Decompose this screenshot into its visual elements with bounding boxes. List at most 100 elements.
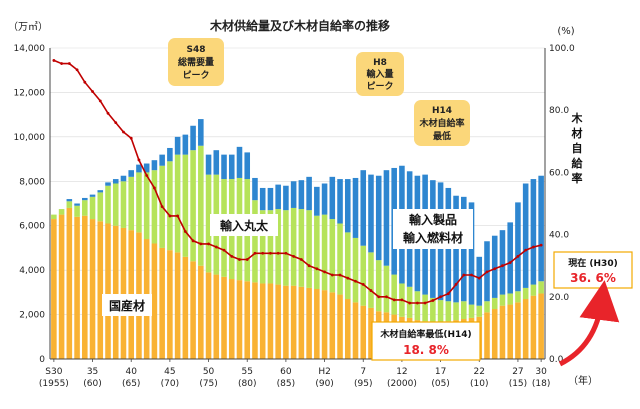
self-sufficiency-point — [245, 258, 249, 261]
bar-kokusanzai — [221, 276, 227, 359]
bar-kokusanzai — [228, 279, 235, 359]
bar-yunyu-maruta — [476, 305, 483, 317]
x-tick-sublabel: (90) — [315, 379, 333, 389]
bar-yunyu-maruta — [391, 274, 397, 315]
x-tick-label: 50 — [203, 367, 215, 377]
annotation-h8-line3: ピーク — [366, 80, 393, 92]
self-sufficiency-point — [338, 273, 342, 277]
bar-kokusanzai — [182, 256, 189, 359]
bar-yunyu-maruta — [97, 192, 104, 222]
x-tick-sublabel: (2000) — [387, 379, 417, 389]
bar-yunyu-seihin — [159, 154, 165, 166]
bar-yunyu-maruta — [515, 291, 521, 303]
label-yunyu-maruta-text: 輸入丸太 — [220, 218, 269, 233]
self-sufficiency-point — [346, 276, 350, 280]
bar-yunyu-seihin — [198, 119, 204, 146]
bar-yunyu-maruta — [499, 294, 506, 306]
bar-yunyu-seihin — [221, 154, 227, 180]
bar-kokusanzai — [515, 302, 521, 359]
x-tick-sublabel: (18) — [532, 379, 550, 389]
bar-kokusanzai — [530, 295, 537, 359]
bar-yunyu-seihin — [383, 170, 390, 266]
bar-kokusanzai — [491, 309, 498, 359]
bar-yunyu-seihin — [105, 182, 111, 186]
self-sufficiency-point — [307, 264, 311, 268]
annotation-h8-line2: 輸入量 — [366, 68, 393, 80]
self-sufficiency-point — [493, 267, 497, 271]
bar-yunyu-seihin — [290, 181, 297, 208]
bar-yunyu-maruta — [414, 291, 421, 321]
current-rate-value: 36. 6% — [570, 271, 616, 285]
bar-yunyu-maruta — [344, 232, 351, 300]
bar-kokusanzai — [290, 285, 297, 359]
y-left-tick-label: 4,000 — [19, 266, 45, 276]
y-left-tick-label: 0 — [39, 355, 45, 365]
label-yunyu-seihin-line1: 輸入製品 — [409, 212, 457, 227]
x-tick-label: 7 — [360, 367, 366, 377]
bar-yunyu-seihin — [515, 202, 521, 292]
self-sufficiency-point — [168, 214, 172, 218]
annotation-s48-line1: S48 — [186, 45, 205, 55]
x-tick-sublabel: (80) — [238, 379, 256, 389]
bar-yunyu-seihin — [476, 256, 483, 306]
x-tick-sublabel: (60) — [83, 379, 101, 389]
bar-yunyu-seihin — [499, 230, 506, 295]
bar-yunyu-maruta — [468, 304, 475, 318]
bar-yunyu-seihin — [74, 203, 80, 206]
bar-kokusanzai — [275, 284, 281, 359]
y-right-label-char: 率 — [572, 171, 583, 185]
bar-kokusanzai — [174, 252, 181, 359]
bar-kokusanzai — [252, 282, 258, 359]
self-sufficiency-point — [470, 273, 473, 277]
self-sufficiency-point — [315, 267, 319, 271]
bar-yunyu-maruta — [290, 207, 297, 286]
bar-yunyu-maruta — [120, 181, 127, 228]
self-sufficiency-point — [431, 299, 435, 302]
self-sufficiency-point — [145, 174, 149, 177]
x-tick-label: 12 — [396, 367, 407, 377]
x-tick-label: 60 — [280, 367, 292, 377]
x-tick-sublabel: (85) — [277, 379, 295, 389]
self-sufficiency-point — [501, 264, 504, 268]
self-sufficiency-point — [214, 245, 218, 249]
self-sufficiency-point — [137, 158, 141, 162]
bar-yunyu-maruta — [375, 260, 382, 312]
bar-yunyu-seihin — [259, 187, 266, 211]
bar-yunyu-maruta — [275, 209, 281, 285]
self-sufficiency-point — [129, 136, 133, 140]
bar-kokusanzai — [190, 261, 196, 359]
bar-kokusanzai — [337, 294, 343, 359]
bar-kokusanzai — [66, 207, 73, 359]
self-sufficiency-point — [299, 258, 303, 261]
bar-yunyu-seihin — [298, 180, 305, 210]
bar-kokusanzai — [112, 225, 119, 359]
bar-yunyu-maruta — [484, 301, 490, 313]
bar-yunyu-seihin — [128, 170, 134, 177]
bar-yunyu-seihin — [120, 175, 127, 182]
bar-yunyu-maruta — [352, 237, 359, 303]
bar-yunyu-maruta — [298, 209, 305, 287]
self-sufficiency-point — [446, 292, 450, 296]
bar-kokusanzai — [344, 299, 351, 359]
bar-yunyu-maruta — [58, 209, 65, 215]
x-tick-label: 22 — [474, 367, 485, 377]
self-sufficiency-point — [454, 282, 458, 286]
bar-yunyu-maruta — [205, 174, 212, 273]
bar-kokusanzai — [283, 285, 289, 359]
self-sufficiency-point — [106, 111, 110, 115]
x-tick-label: 27 — [512, 367, 523, 377]
bar-yunyu-maruta — [422, 294, 428, 322]
self-sufficiency-point — [253, 251, 257, 255]
bar-yunyu-maruta — [453, 302, 459, 321]
self-sufficiency-point — [122, 130, 125, 134]
self-sufficiency-point — [423, 301, 427, 305]
bar-yunyu-maruta — [538, 281, 544, 294]
x-tick-label: H2 — [318, 367, 331, 377]
self-sufficiency-point — [199, 242, 203, 246]
bar-kokusanzai — [259, 283, 266, 359]
label-yunyu-seihin-line2: 輸入燃料材 — [403, 230, 463, 245]
bar-yunyu-seihin — [244, 152, 251, 180]
self-sufficiency-point — [292, 254, 296, 258]
bar-yunyu-seihin — [205, 154, 212, 175]
bar-kokusanzai — [236, 280, 243, 359]
